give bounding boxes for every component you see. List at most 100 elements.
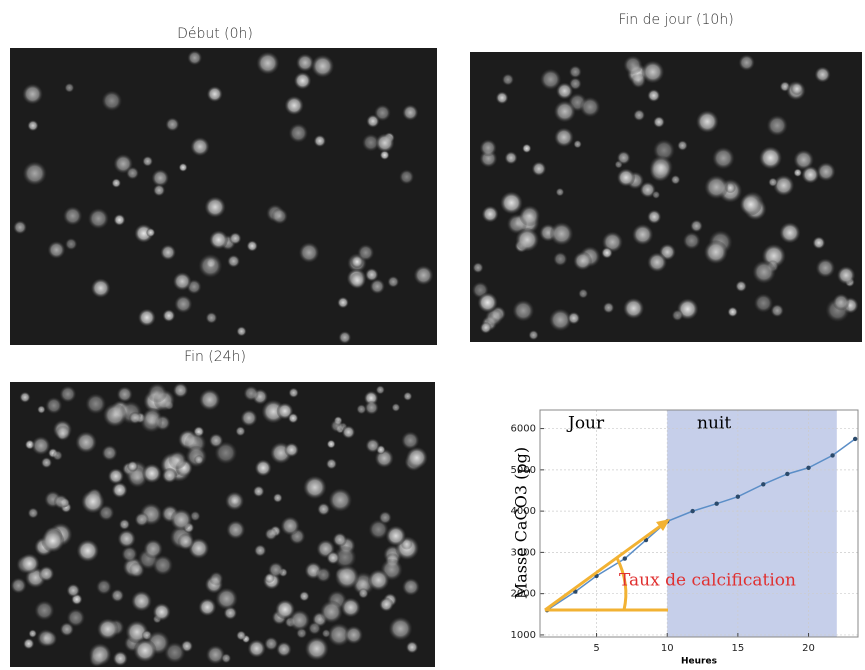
cell xyxy=(229,232,242,245)
cell xyxy=(793,168,802,177)
region-label: Jour xyxy=(566,414,605,434)
cell xyxy=(477,292,498,313)
cell xyxy=(28,629,37,638)
annotation: Taux de calcification xyxy=(619,571,796,591)
cell xyxy=(641,60,665,84)
cell xyxy=(236,630,247,641)
cell xyxy=(165,117,180,132)
cell xyxy=(143,539,163,559)
cell xyxy=(480,321,492,334)
cell xyxy=(227,254,240,268)
cell xyxy=(617,168,636,187)
cell xyxy=(579,96,601,118)
cell xyxy=(88,643,112,666)
panel-label: Fin de jour (10h) xyxy=(618,12,733,28)
cell xyxy=(280,516,300,536)
cell xyxy=(328,488,352,512)
cell xyxy=(264,636,279,651)
cell xyxy=(111,178,121,188)
cell xyxy=(321,629,331,638)
data-point xyxy=(735,494,741,499)
cell xyxy=(735,280,747,292)
cell xyxy=(34,600,55,621)
cell xyxy=(365,438,380,453)
cell xyxy=(296,53,314,72)
cell xyxy=(103,403,127,427)
cell xyxy=(75,431,97,453)
cell xyxy=(147,383,167,403)
cell xyxy=(59,622,74,637)
cell xyxy=(264,573,275,583)
data-line xyxy=(546,438,856,611)
cell xyxy=(27,120,39,132)
cell xyxy=(142,155,153,167)
cell xyxy=(712,147,735,170)
cell xyxy=(402,578,420,596)
cell xyxy=(294,72,312,90)
cell xyxy=(481,205,499,223)
cell xyxy=(288,123,308,143)
cell xyxy=(107,468,124,485)
y-tick-label: 4000 xyxy=(511,506,536,517)
cell xyxy=(117,529,136,548)
cell xyxy=(550,222,574,246)
cell xyxy=(146,228,156,238)
cell xyxy=(19,553,40,574)
cell xyxy=(320,600,343,624)
cell xyxy=(208,433,224,448)
cell xyxy=(554,100,576,123)
cell xyxy=(502,73,514,86)
cell xyxy=(311,54,334,78)
x-tick-label: 5 xyxy=(593,643,599,654)
cell xyxy=(129,411,142,424)
cell xyxy=(647,89,661,102)
cell xyxy=(375,133,395,153)
cell xyxy=(555,187,565,197)
cell xyxy=(225,491,245,511)
cell xyxy=(569,77,582,90)
cell xyxy=(226,520,246,540)
cell xyxy=(399,169,414,185)
cell xyxy=(362,133,380,152)
cell xyxy=(22,83,43,105)
data-point xyxy=(830,453,835,458)
cell xyxy=(670,175,681,185)
cell xyxy=(313,134,326,147)
cell xyxy=(837,266,856,285)
y-tick-label: 3000 xyxy=(511,547,536,558)
cell xyxy=(173,382,189,398)
cell xyxy=(528,330,539,341)
cell xyxy=(752,260,776,284)
cell xyxy=(284,442,299,458)
data-point xyxy=(761,482,766,487)
cell xyxy=(495,91,509,105)
cell xyxy=(738,54,755,71)
cell xyxy=(276,641,292,657)
cell xyxy=(76,539,99,562)
cell xyxy=(391,403,401,412)
cell xyxy=(88,208,109,229)
cell xyxy=(65,238,78,251)
cell xyxy=(66,583,80,598)
cell xyxy=(368,519,389,540)
cell xyxy=(335,564,359,589)
cell xyxy=(793,149,814,170)
cell xyxy=(652,190,661,199)
cell xyxy=(190,137,210,157)
cell xyxy=(112,651,128,666)
cell xyxy=(204,196,226,218)
cell xyxy=(727,306,738,318)
panel-label: Début (0h) xyxy=(177,26,253,42)
cell xyxy=(31,436,51,455)
cell xyxy=(385,525,406,546)
cell xyxy=(696,110,719,133)
cell xyxy=(814,66,831,83)
cell xyxy=(406,446,428,469)
panel-label: Fin (24h) xyxy=(184,349,246,365)
cell xyxy=(133,639,157,662)
cell xyxy=(540,68,562,90)
cell xyxy=(254,459,272,477)
cell xyxy=(682,232,701,250)
cell xyxy=(66,608,85,627)
cell xyxy=(515,228,539,252)
